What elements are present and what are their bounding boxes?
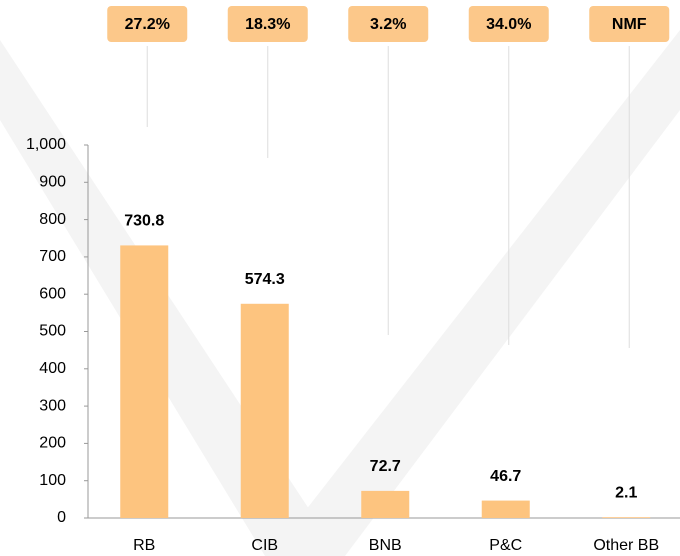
- badge: [348, 6, 429, 42]
- bar: [361, 490, 410, 518]
- x-tick-label: BNB: [369, 537, 402, 554]
- y-tick-label: 0: [57, 509, 66, 526]
- y-tick-label: 300: [39, 397, 66, 414]
- y-tick-label: 500: [39, 323, 66, 340]
- badge: [107, 6, 188, 42]
- x-tick-label: Other BB: [593, 537, 659, 554]
- bar: [120, 245, 169, 518]
- x-tick-label: P&C: [489, 537, 522, 554]
- y-tick-label: 400: [39, 360, 66, 377]
- badge: [589, 6, 670, 42]
- bar: [240, 303, 289, 518]
- value-label: 2.1: [615, 484, 637, 501]
- bar: [602, 517, 651, 518]
- badge-label: 3.2%: [370, 16, 406, 33]
- badge-label: 27.2%: [125, 16, 170, 33]
- value-label: 46.7: [490, 468, 521, 485]
- x-tick-label: RB: [133, 537, 155, 554]
- y-tick-label: 700: [39, 248, 66, 265]
- badge-label: 34.0%: [486, 16, 531, 33]
- y-tick-label: 800: [39, 211, 66, 228]
- y-tick-label: 100: [39, 472, 66, 489]
- y-tick-label: 200: [39, 435, 66, 452]
- x-tick-label: CIB: [251, 537, 278, 554]
- badge-label: 18.3%: [245, 16, 290, 33]
- bar: [481, 500, 530, 518]
- badge: [227, 6, 308, 42]
- y-tick-label: 1,000: [26, 136, 66, 153]
- badge: [468, 6, 549, 42]
- y-tick-label: 900: [39, 174, 66, 191]
- value-label: 574.3: [245, 271, 285, 288]
- value-label: 730.8: [124, 213, 164, 230]
- value-label: 72.7: [370, 458, 401, 475]
- background-shape: [270, 30, 680, 556]
- badge-label: NMF: [612, 16, 647, 33]
- y-tick-label: 600: [39, 285, 66, 302]
